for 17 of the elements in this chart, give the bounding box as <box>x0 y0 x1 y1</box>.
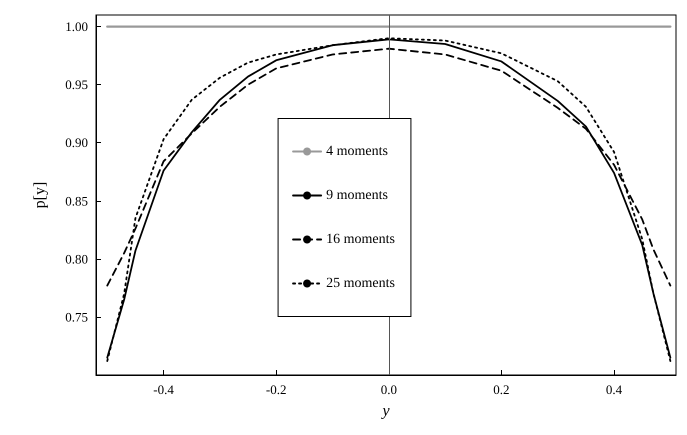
y-tick-label: 0.85 <box>65 193 88 208</box>
y-tick-label: 0.80 <box>65 251 88 266</box>
x-tick-label: -0.2 <box>266 382 286 397</box>
legend-label: 16 moments <box>326 232 395 247</box>
y-tick-label: 1.00 <box>65 19 88 34</box>
x-tick-label: -0.4 <box>153 382 174 397</box>
x-tick-label: 0.4 <box>606 382 623 397</box>
y-tick-label: 0.75 <box>65 309 88 324</box>
legend-label: 25 moments <box>326 276 395 291</box>
y-tick-label: 0.90 <box>65 135 88 150</box>
legend-label: 4 moments <box>326 144 388 159</box>
x-tick-label: 0.2 <box>493 382 510 397</box>
y-axis-title: p[y] <box>32 182 48 208</box>
x-tick-label: 0.0 <box>380 382 397 397</box>
legend-label: 9 moments <box>326 188 388 203</box>
x-axis-title: y <box>380 402 390 420</box>
y-tick-label: 0.95 <box>65 77 88 92</box>
